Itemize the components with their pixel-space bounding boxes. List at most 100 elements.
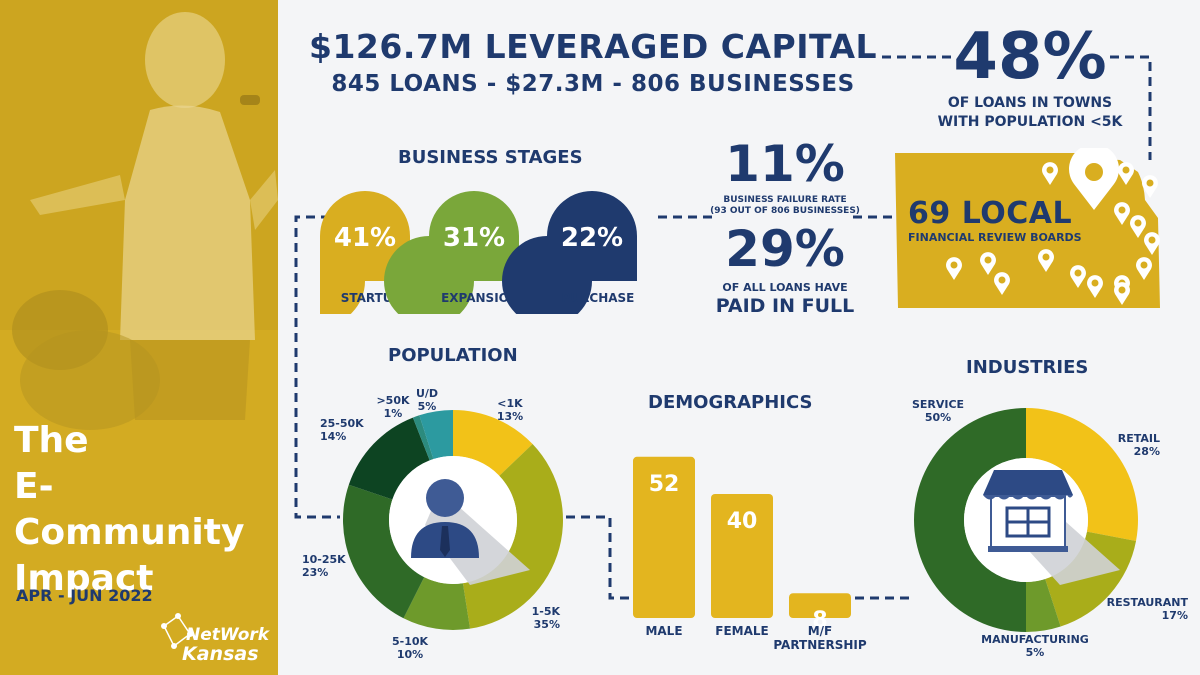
industries-value-3: 50% — [925, 411, 951, 424]
population-label-0: <1K — [497, 397, 523, 410]
demographics-bar-label-2-1: PARTNERSHIP — [773, 638, 866, 652]
population-value-1: 35% — [534, 618, 560, 631]
map-pin-14 — [1114, 282, 1130, 305]
speaker-photo — [0, 0, 278, 675]
population-value-5: 1% — [384, 407, 403, 420]
map-pin-2 — [1142, 175, 1158, 198]
title-line-2: E-Community — [14, 466, 245, 553]
map-pin-13 — [1136, 257, 1152, 280]
stage-value-2: 22% — [561, 223, 623, 253]
business-stages-title: BUSINESS STAGES — [398, 147, 583, 168]
demographics-bar-2 — [789, 593, 851, 618]
paid-in-full-percent: 29% — [725, 220, 845, 278]
demographics-bar-label-0-0: MALE — [645, 624, 682, 638]
stage-drop-0 — [320, 191, 410, 314]
subline: 845 LOANS - $27.3M - 806 BUSINESSES — [331, 71, 855, 97]
industries-slice-3 — [914, 408, 1026, 632]
map-pin-10 — [1087, 275, 1103, 298]
population-slice-3 — [343, 484, 425, 619]
demographics-bar-value-0: 52 — [649, 472, 680, 497]
population-slice-1 — [462, 444, 563, 629]
population-slice-6 — [419, 410, 453, 460]
svg-text:NetWork: NetWork — [186, 625, 270, 645]
demographics-bar-0 — [633, 456, 695, 618]
population-value-0: 13% — [497, 410, 523, 423]
population-value-4: 14% — [320, 430, 346, 443]
industries-label-2: MANUFACTURING — [981, 633, 1089, 646]
population-value-3: 23% — [302, 566, 328, 579]
stage-value-0: 41% — [334, 223, 396, 253]
demographics-bar-1 — [711, 494, 773, 618]
industries-slice-1 — [1045, 531, 1137, 627]
review-boards-text: FINANCIAL REVIEW BOARDS — [908, 231, 1082, 244]
population-title: POPULATION — [388, 345, 518, 366]
review-boards-count: 69 LOCAL — [908, 196, 1073, 231]
demographics-bar-label-1-0: FEMALE — [715, 624, 768, 638]
population-label-5: >50K — [376, 394, 410, 407]
population-slice-5 — [412, 415, 434, 461]
map-pin-4 — [1130, 215, 1146, 238]
population-label-3: 10-25K — [302, 553, 346, 566]
population-label-1: 1-5K — [532, 605, 561, 618]
stage-label-1: EXPANSION — [441, 291, 519, 305]
map-pin-0 — [1042, 162, 1058, 185]
map-pin-6 — [946, 257, 962, 280]
population-value-2: 10% — [397, 648, 423, 661]
failure-text-line-2: (93 OUT OF 806 BUSINESSES) — [710, 206, 860, 216]
population-label-6: U/D — [416, 387, 438, 400]
population-slice-4 — [348, 417, 430, 500]
failure-text-line-1: BUSINESS FAILURE RATE — [723, 195, 847, 205]
map-pin-3 — [1114, 202, 1130, 225]
industries-label-1: RESTAURANT — [1107, 596, 1189, 609]
paid-in-full-text-line-1: OF ALL LOANS HAVE — [722, 281, 848, 294]
population-value-6: 5% — [418, 400, 437, 413]
left-panel: The E-Community Impact APR - JUN 2022 Ne… — [0, 0, 278, 675]
industries-value-2: 5% — [1026, 646, 1045, 659]
map-pin-1 — [1118, 162, 1134, 185]
small-towns-percent: 48% — [953, 20, 1107, 94]
industries-value-1: 17% — [1162, 609, 1188, 622]
demographics-bar-value-1: 40 — [727, 509, 758, 534]
person-icon — [411, 479, 530, 585]
population-slice-2 — [403, 577, 471, 630]
map-pin-12 — [994, 272, 1010, 295]
failure-rate-percent: 11% — [725, 135, 845, 193]
stage-label-2: PURCHASE — [562, 291, 635, 305]
paid-in-full-text-line-2: PAID IN FULL — [715, 295, 855, 317]
map-pin-5 — [1144, 232, 1160, 255]
demographics-bar-value-2: 8 — [812, 608, 827, 633]
small-towns-text: OF LOANS IN TOWNS WITH POPULATION <5K — [900, 94, 1160, 132]
stage-drop-2 — [502, 191, 637, 314]
industries-label-3: SERVICE — [912, 398, 964, 411]
stage-drop-1 — [384, 191, 519, 314]
title-line-3: Impact — [14, 558, 154, 599]
population-slice-0 — [453, 410, 533, 476]
headline: $126.7M LEVERAGED CAPITAL — [308, 27, 878, 66]
small-towns-text-line-2: WITH POPULATION <5K — [937, 114, 1123, 130]
date-range: APR - JUN 2022 — [16, 586, 153, 605]
industries-value-0: 28% — [1134, 445, 1160, 458]
map-pin-9 — [1070, 265, 1086, 288]
population-label-4: 25-50K — [320, 417, 364, 430]
industries-slice-2 — [1026, 578, 1061, 632]
stage-value-1: 31% — [443, 223, 505, 253]
svg-text:Kansas: Kansas — [182, 643, 259, 665]
demographics-title: DEMOGRAPHICS — [648, 392, 813, 413]
map-pins — [946, 148, 1160, 305]
demographics-bar-label-2-0: M/F — [808, 624, 833, 638]
industries-title: INDUSTRIES — [966, 357, 1089, 378]
industries-label-0: RETAIL — [1118, 432, 1160, 445]
failure-rate-text: BUSINESS FAILURE RATE (93 OUT OF 806 BUS… — [700, 195, 870, 217]
infographic-title: The E-Community Impact — [14, 418, 274, 602]
map-pin-7 — [980, 252, 996, 275]
population-label-2: 5-10K — [392, 635, 429, 648]
networkkansas-logo: NetWork Kansas — [161, 613, 270, 665]
storefront-icon — [983, 470, 1120, 585]
map-pin-8 — [1038, 249, 1054, 272]
industries-slice-0 — [1026, 408, 1138, 541]
